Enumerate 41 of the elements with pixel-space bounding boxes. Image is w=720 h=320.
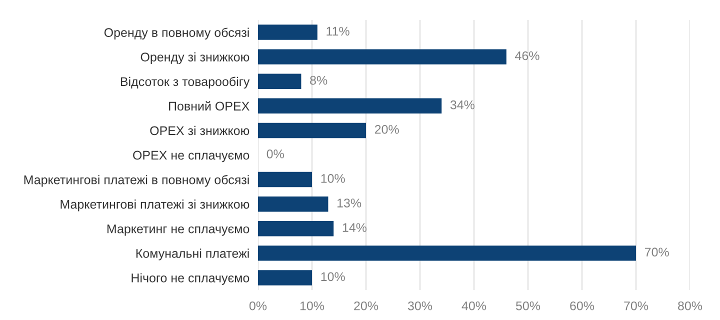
data-label: 11% [326, 26, 350, 36]
data-label: 20% [374, 124, 399, 134]
bar [258, 122, 366, 138]
data-label: 14% [342, 223, 367, 232]
bar [258, 74, 302, 89]
data-label: 13% [337, 198, 362, 208]
x-tick-label: 30% [408, 301, 432, 310]
data-label: 8% [310, 76, 328, 85]
y-tick-label: Нічого не сплачуємо [132, 273, 250, 285]
data-label: 70% [644, 248, 669, 257]
y-tick-label: OPEX не сплачуємо [133, 150, 250, 162]
bar [258, 221, 334, 236]
data-label: 34% [450, 100, 475, 110]
x-tick-label: 10% [300, 301, 324, 310]
data-label: 0% [266, 150, 284, 158]
data-label: 10% [321, 174, 345, 183]
y-tick-label: Маркетингові платежі зі знижкою [60, 200, 250, 212]
y-tick-label: Відсоток з товарообігу [120, 76, 250, 89]
bar [258, 98, 442, 114]
x-tick-label: 0% [249, 301, 267, 310]
bar [258, 24, 318, 40]
bar [258, 49, 506, 64]
x-tick-label: 80% [678, 301, 702, 310]
y-tick-label: Маркетинг не сплачуємо [107, 224, 250, 236]
x-tick-label: 60% [570, 301, 594, 310]
x-tick-label: 70% [624, 301, 648, 310]
bar [258, 270, 312, 286]
data-label: 10% [321, 272, 345, 282]
y-tick-label: Повний OPEX [169, 101, 250, 111]
data-label: 46% [515, 51, 540, 60]
x-tick-label: 20% [354, 301, 378, 310]
bar [258, 172, 312, 188]
x-tick-label: 50% [516, 301, 540, 310]
y-tick-label: Оренду в повному обсязі [104, 28, 249, 40]
y-tick-label: OPEX зі знижкою [150, 126, 250, 136]
x-tick-label: 40% [462, 301, 486, 310]
bar [258, 246, 636, 261]
y-tick-label: Маркетингові платежі в повному обсязі [24, 174, 249, 187]
bar [258, 196, 328, 212]
y-tick-label: Оренду зі знижкою [140, 52, 250, 64]
y-tick-label: Комунальні платежі [136, 248, 249, 260]
